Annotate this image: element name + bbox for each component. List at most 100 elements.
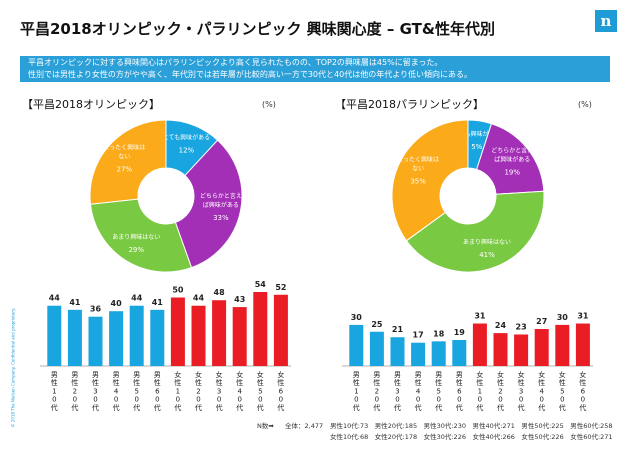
bar3-bar-4 xyxy=(431,341,446,366)
paralympic-pie-title: 【平昌2018パラリンピック】 xyxy=(335,98,484,111)
bar3-bar-11 xyxy=(575,323,590,366)
bar3-value-10: 30 xyxy=(557,313,569,322)
pie1-slice-2 xyxy=(405,190,545,273)
bar2-value-2: 36 xyxy=(90,305,102,314)
pie1-slice-1 xyxy=(476,123,545,195)
bar2-category-3: 男性 4 0 代 xyxy=(113,371,120,412)
bar2-value-9: 43 xyxy=(234,295,245,304)
bar3-bar-10 xyxy=(555,324,570,366)
bar3-value-11: 31 xyxy=(577,312,589,321)
bar3-bar-1 xyxy=(369,331,384,366)
bar2-value-6: 50 xyxy=(172,286,184,295)
bar3-category-11: 女性 6 0 代 xyxy=(579,370,586,412)
pie0-slice-2-value: 29% xyxy=(128,246,144,254)
bar3-bar-5 xyxy=(452,339,467,366)
paralympic-pie-unit: (%) xyxy=(578,100,592,109)
bar2-category-2: 男性 3 0 代 xyxy=(92,371,99,412)
pie1-slice-1-label: どちらかと言え xyxy=(491,147,533,155)
pie0-slice-1-label: どちらかと言え xyxy=(200,192,242,200)
bar2-value-5: 41 xyxy=(152,298,164,307)
bar3-value-1: 25 xyxy=(371,320,383,329)
summary-box: 平昌オリンピックに対する興味関心はパラリンピックより高く見られたものの、TOP2… xyxy=(20,56,610,82)
bar3-bar-9 xyxy=(534,329,549,366)
pie1-slice-0-value: 5% xyxy=(471,143,482,151)
bar2-category-0: 男性 1 0 代 xyxy=(51,371,58,412)
nielsen-logo: n xyxy=(595,10,617,32)
bar2-bar-6 xyxy=(170,297,185,366)
pie0-slice-3 xyxy=(89,119,167,205)
olympic-pie-title: 【平昌2018オリンピック】 xyxy=(22,98,160,111)
bar2-value-8: 48 xyxy=(214,288,226,297)
bar2-category-8: 女性 3 0 代 xyxy=(216,370,223,412)
bar3-category-8: 女性 3 0 代 xyxy=(518,370,525,412)
bar3-category-3: 男性 4 0 代 xyxy=(415,371,422,412)
bar2-bar-10 xyxy=(253,292,268,366)
bar2-value-3: 40 xyxy=(111,299,123,308)
bar3-value-8: 23 xyxy=(516,322,527,331)
pie0-slice-1-value: 33% xyxy=(213,214,229,222)
bar3-bar-0 xyxy=(349,324,364,366)
bar2-bar-0 xyxy=(47,305,62,366)
bar2-category-9: 女性 4 0 代 xyxy=(236,370,243,412)
pie0-slice-3-label: まったく興味は xyxy=(103,144,145,152)
bar2-bar-1 xyxy=(67,309,82,366)
bar3-category-6: 女性 1 0 代 xyxy=(476,370,483,412)
pie0-slice-3-label: ない xyxy=(118,154,130,161)
pie1-slice-2-label: あまり興味はない xyxy=(463,238,511,246)
copyright-note: © 2018 The Nielsen Company. Confidential… xyxy=(10,307,16,428)
pie0-slice-0-label: とても興味がある xyxy=(163,133,211,141)
bar2-value-7: 44 xyxy=(193,294,205,303)
bar2-category-5: 男性 6 0 代 xyxy=(154,371,161,412)
pie0-slice-0-value: 12% xyxy=(179,146,195,154)
pie1-slice-1-label: ば興味がある xyxy=(494,156,530,164)
bar2-value-11: 52 xyxy=(275,283,286,292)
bar3-value-2: 21 xyxy=(392,325,404,334)
bar2-bar-9 xyxy=(232,307,247,366)
pie0-slice-1 xyxy=(174,139,243,269)
bar2-category-1: 男性 2 0 代 xyxy=(71,371,78,412)
bar3-value-3: 17 xyxy=(413,331,424,340)
pie1-slice-3-label: まったく興味は xyxy=(397,156,439,164)
footer-n-label: N数➡ xyxy=(257,422,274,430)
pie0-slice-3-value: 27% xyxy=(117,166,133,174)
bar3-category-7: 女性 2 0 代 xyxy=(497,370,504,412)
footer-female-counts: 女性10代:68 女性20代:178 女性30代:226 女性40代:266 女… xyxy=(330,433,613,441)
pie1-slice-2-value: 41% xyxy=(479,251,495,259)
bar3-value-4: 18 xyxy=(433,329,445,338)
bar2-value-1: 41 xyxy=(69,298,81,307)
summary-line-2: 性別では男性より女性の方がやや高く、年代別では若年層が比較的高い一方で30代と4… xyxy=(28,70,473,79)
bar3-category-1: 男性 2 0 代 xyxy=(373,371,380,412)
bar3-category-4: 男性 5 0 代 xyxy=(435,371,442,412)
bar2-category-11: 女性 6 0 代 xyxy=(277,370,284,412)
olympic-pie-unit: (%) xyxy=(262,100,276,109)
pie0-slice-2-label: あまり興味はない xyxy=(112,233,160,241)
bar3-bar-6 xyxy=(472,323,487,366)
bar3-category-5: 男性 6 0 代 xyxy=(456,371,463,412)
bar3-value-0: 30 xyxy=(351,313,363,322)
bar2-category-6: 女性 1 0 代 xyxy=(174,370,181,412)
bar2-bar-11 xyxy=(273,294,288,366)
bar2-category-4: 男性 5 0 代 xyxy=(133,371,140,412)
bar3-bar-3 xyxy=(411,342,426,366)
bar2-category-10: 女性 5 0 代 xyxy=(257,370,264,412)
pie1-slice-1-value: 19% xyxy=(504,169,520,177)
bar3-bar-2 xyxy=(390,337,405,366)
pie0-slice-2 xyxy=(89,198,193,273)
bar2-bar-2 xyxy=(88,316,103,366)
pie0-slice-1-label: ば興味がある xyxy=(203,201,239,209)
bar2-bar-7 xyxy=(191,305,206,366)
pie1-slice-3-label: ない xyxy=(412,166,424,173)
bar3-category-0: 男性 1 0 代 xyxy=(353,371,360,412)
pie1-slice-0-label: とても興味がある xyxy=(453,130,501,138)
bar3-category-2: 男性 3 0 代 xyxy=(394,371,401,412)
bar3-value-9: 27 xyxy=(536,317,547,326)
footer-total: 全体：2,477 xyxy=(285,422,324,430)
bar2-bar-4 xyxy=(129,305,144,366)
bar3-category-10: 女性 5 0 代 xyxy=(559,370,566,412)
footer-male-counts: 男性10代:73 男性20代:185 男性30代:230 男性40代:271 男… xyxy=(330,422,613,430)
bar2-value-0: 44 xyxy=(49,294,61,303)
bar2-bar-5 xyxy=(150,309,165,366)
bar3-value-6: 31 xyxy=(474,312,486,321)
bar2-bar-8 xyxy=(212,300,227,366)
